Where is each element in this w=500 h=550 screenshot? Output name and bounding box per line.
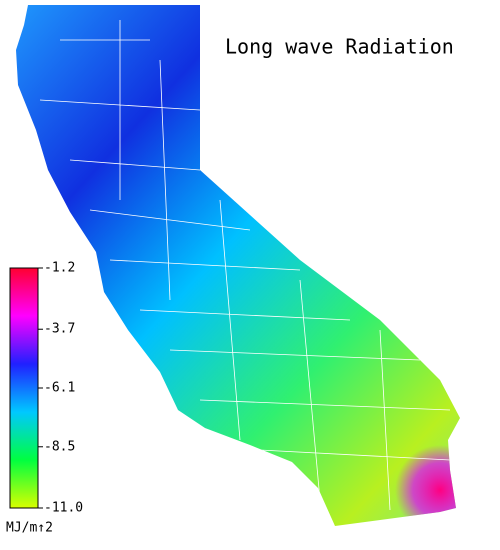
colorbar-tick-label: -6.1 xyxy=(44,381,75,396)
colorbar-tick-label: -3.7 xyxy=(44,322,75,337)
colorbar-tick-label: -1.2 xyxy=(44,261,75,276)
colorbar-unit: MJ/m↑2 xyxy=(6,521,53,536)
colorbar: -1.2 -3.7 -6.1 -8.5 -11.0 xyxy=(9,261,83,516)
colorbar-tick-label: -8.5 xyxy=(44,439,75,454)
colorbar-tick-label: -11.0 xyxy=(44,501,83,516)
map-title: Long wave Radiation xyxy=(225,35,454,59)
colorbar-bar xyxy=(9,267,39,509)
